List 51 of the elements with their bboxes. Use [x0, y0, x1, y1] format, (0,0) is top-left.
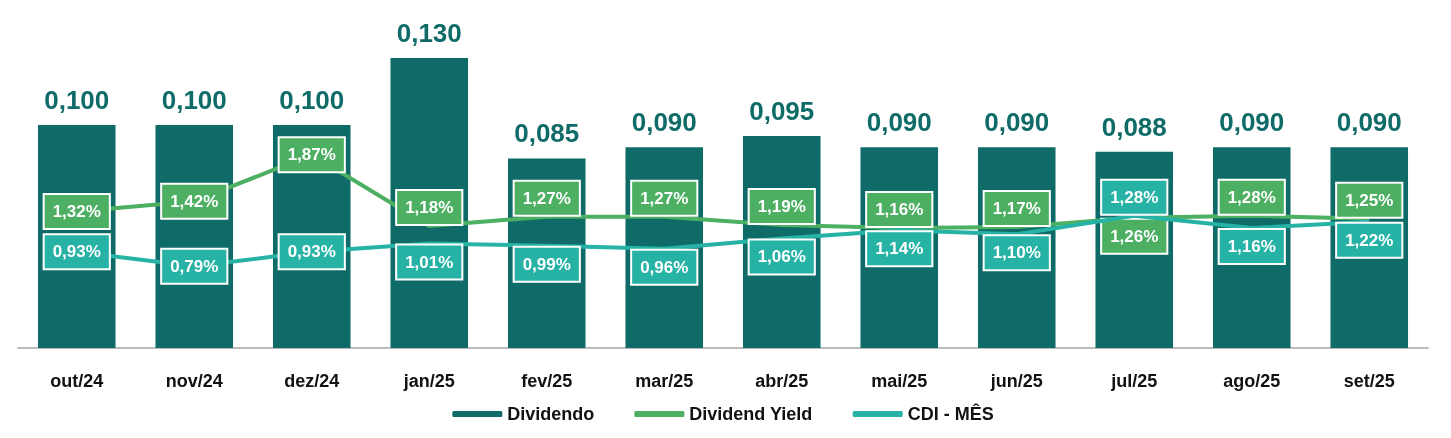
- data-label: 1,19%: [757, 196, 806, 216]
- data-label: 1,01%: [405, 252, 454, 272]
- x-tick-label: fev/25: [521, 371, 573, 391]
- data-label: 0,085: [514, 118, 580, 149]
- data-label: 0,100: [161, 84, 227, 115]
- data-label: 0,100: [279, 84, 345, 115]
- data-label: 0,090: [866, 107, 932, 138]
- data-label: 0,100: [44, 84, 110, 115]
- data-label: 1,32%: [52, 202, 101, 222]
- data-label: 0,090: [1336, 107, 1402, 138]
- data-label: 1,28%: [1227, 187, 1276, 207]
- data-label: 1,27%: [640, 188, 689, 208]
- data-label: 0,095: [749, 96, 815, 127]
- data-label: 0,090: [631, 107, 697, 138]
- data-label: 1,26%: [1110, 226, 1159, 246]
- data-label: 0,96%: [640, 257, 689, 277]
- data-label: 0,79%: [170, 256, 219, 276]
- data-label: 1,18%: [405, 198, 454, 217]
- data-label: 0,93%: [287, 242, 336, 262]
- data-label: 1,17%: [992, 199, 1041, 219]
- data-label: 0,130: [396, 18, 462, 48]
- x-tick-label: jul/25: [1110, 371, 1158, 391]
- x-tick-label: set/25: [1343, 371, 1395, 391]
- data-label: 1,28%: [1110, 187, 1159, 207]
- x-tick-label: dez/24: [284, 371, 340, 391]
- data-label: 1,06%: [757, 247, 806, 267]
- x-tick-label: jun/25: [989, 371, 1043, 391]
- data-label: 0,090: [984, 107, 1050, 138]
- data-label: 1,22%: [1345, 230, 1394, 250]
- data-label: 1,16%: [1227, 237, 1276, 257]
- data-label: 0,93%: [52, 242, 101, 262]
- data-label: 0,99%: [522, 254, 571, 274]
- legend-label: Dividend Yield: [689, 404, 813, 424]
- data-label: 1,16%: [875, 200, 924, 220]
- x-tick-label: jan/25: [402, 371, 455, 391]
- x-tick-label: abr/25: [755, 371, 809, 391]
- data-label: 1,14%: [875, 239, 924, 259]
- data-label: 1,10%: [992, 243, 1041, 263]
- data-label: 1,25%: [1345, 190, 1394, 210]
- legend-label: CDI - MÊS: [907, 403, 994, 424]
- data-label: 0,090: [1219, 107, 1285, 138]
- x-tick-label: ago/25: [1223, 371, 1281, 391]
- data-label: 1,27%: [522, 188, 571, 208]
- x-tick-label: nov/24: [165, 371, 223, 391]
- data-label: 1,42%: [170, 191, 219, 211]
- data-label: 0,088: [1101, 111, 1167, 142]
- x-tick-label: out/24: [50, 371, 104, 391]
- data-label: 1,87%: [287, 145, 336, 165]
- legend-label: Dividendo: [507, 404, 595, 424]
- x-tick-label: mar/25: [635, 371, 694, 391]
- x-tick-label: mai/25: [871, 371, 928, 391]
